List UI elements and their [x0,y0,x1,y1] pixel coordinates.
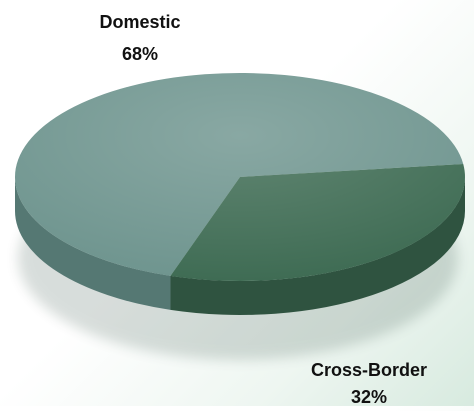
slice-label-cross-border-percent: 32% [351,387,387,406]
pie-side-cross-border [170,177,465,315]
slice-label-domestic-name: Domestic [99,12,180,32]
slice-label-domestic-percent: 68% [122,44,158,64]
pie-side-domestic [15,177,171,310]
slice-label-cross-border: Cross-Border 32% [311,360,427,407]
pie-top-highlight [15,73,465,281]
slice-label-domestic: Domestic 68% [99,12,180,64]
pie-side-layer [15,177,465,315]
slice-label-cross-border-name: Cross-Border [311,360,427,380]
